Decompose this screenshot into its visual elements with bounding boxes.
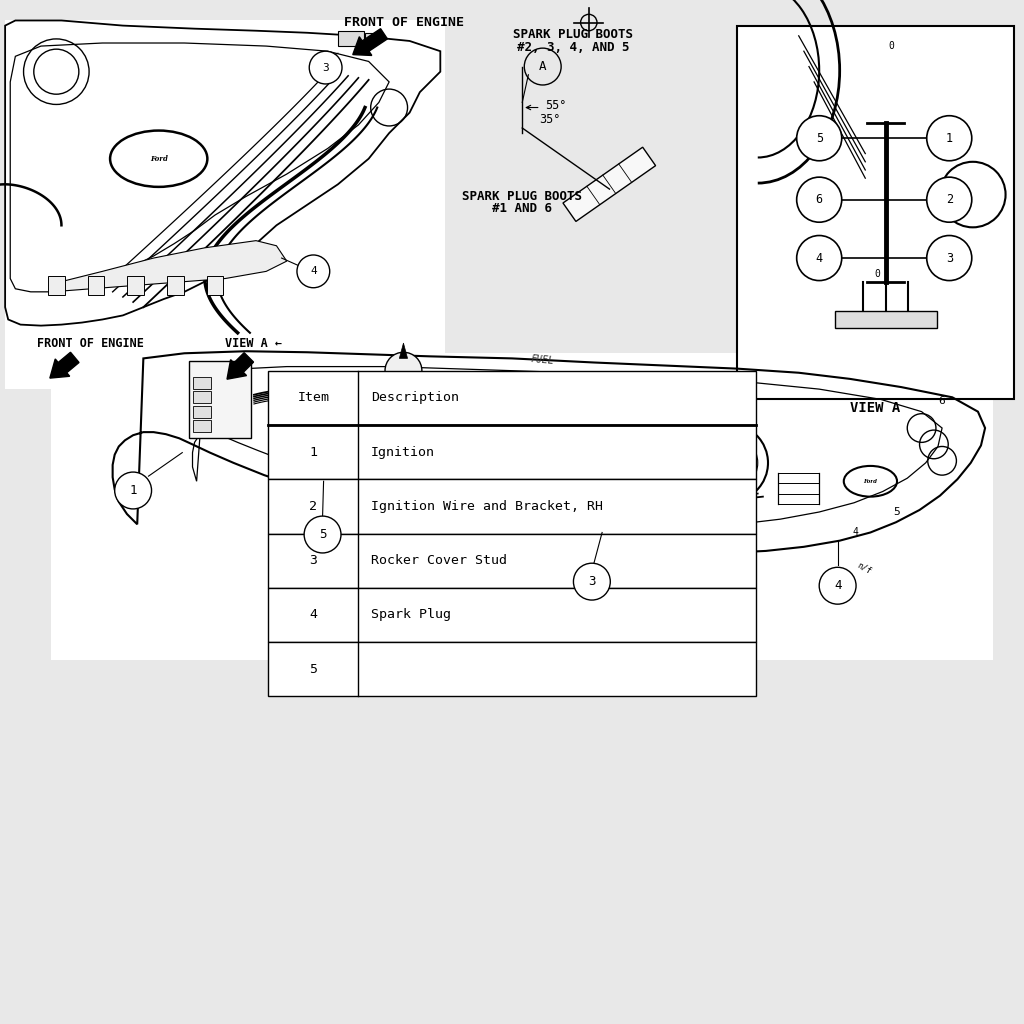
- Text: 5: 5: [894, 507, 900, 517]
- Circle shape: [927, 177, 972, 222]
- Text: 4: 4: [310, 266, 316, 276]
- Bar: [88, 276, 104, 295]
- Text: 4: 4: [309, 608, 317, 622]
- Bar: [365, 33, 373, 44]
- Circle shape: [385, 352, 422, 389]
- Bar: [268, 588, 756, 642]
- Circle shape: [819, 567, 856, 604]
- Polygon shape: [399, 343, 408, 358]
- Text: 4: 4: [834, 580, 842, 592]
- Bar: [51, 353, 993, 660]
- Text: n/f: n/f: [855, 561, 873, 575]
- Bar: [5, 20, 445, 389]
- Bar: [207, 276, 223, 295]
- Text: Item: Item: [297, 391, 330, 404]
- Text: 6: 6: [816, 194, 822, 206]
- Bar: [737, 26, 1014, 399]
- Bar: [193, 391, 211, 403]
- Text: 0: 0: [888, 41, 894, 51]
- Text: 4: 4: [816, 252, 822, 264]
- Bar: [268, 534, 756, 588]
- Text: 35°: 35°: [540, 114, 561, 126]
- Text: Ignition Wire and Bracket, RH: Ignition Wire and Bracket, RH: [371, 500, 603, 513]
- Polygon shape: [563, 147, 655, 221]
- Text: 2: 2: [309, 500, 317, 513]
- Circle shape: [797, 236, 842, 281]
- Text: FRONT OF ENGINE: FRONT OF ENGINE: [37, 337, 143, 349]
- Bar: [193, 420, 211, 432]
- Text: Ignition: Ignition: [371, 445, 435, 459]
- Text: 0: 0: [874, 269, 881, 280]
- Text: 5: 5: [318, 528, 327, 541]
- Circle shape: [797, 177, 842, 222]
- Text: 6: 6: [939, 396, 945, 407]
- Text: A: A: [539, 60, 547, 73]
- Text: #2, 3, 4, AND 5: #2, 3, 4, AND 5: [517, 41, 630, 53]
- Bar: [127, 276, 143, 295]
- Bar: [193, 377, 211, 389]
- Circle shape: [573, 563, 610, 600]
- Circle shape: [309, 51, 342, 84]
- Circle shape: [304, 516, 341, 553]
- Text: 1: 1: [129, 484, 137, 497]
- Polygon shape: [358, 393, 635, 416]
- Text: Ford: Ford: [863, 479, 878, 483]
- Bar: [835, 311, 937, 328]
- Circle shape: [797, 116, 842, 161]
- Polygon shape: [51, 241, 287, 292]
- Text: 4: 4: [852, 527, 858, 538]
- Text: Description: Description: [371, 391, 459, 404]
- Text: 1: 1: [309, 445, 317, 459]
- Text: 3: 3: [946, 252, 952, 264]
- Bar: [338, 31, 364, 46]
- Text: 1: 1: [946, 132, 952, 144]
- Bar: [189, 361, 251, 438]
- Text: 55°: 55°: [545, 99, 566, 112]
- Text: 3: 3: [309, 554, 317, 567]
- Bar: [268, 371, 756, 425]
- FancyArrow shape: [50, 352, 79, 378]
- Bar: [193, 406, 211, 418]
- Text: #1 AND 6: #1 AND 6: [493, 203, 552, 215]
- Text: FUEL: FUEL: [530, 354, 555, 367]
- FancyArrow shape: [353, 29, 387, 55]
- Circle shape: [115, 472, 152, 509]
- Bar: [268, 479, 756, 534]
- Bar: [268, 642, 756, 696]
- Bar: [167, 276, 183, 295]
- Text: 2: 2: [946, 194, 952, 206]
- Text: 3: 3: [588, 575, 596, 588]
- Circle shape: [297, 255, 330, 288]
- Bar: [48, 276, 65, 295]
- Text: SPARK PLUG BOOTS: SPARK PLUG BOOTS: [462, 190, 583, 203]
- Bar: [268, 425, 756, 479]
- Text: SPARK PLUG BOOTS: SPARK PLUG BOOTS: [513, 29, 634, 41]
- Circle shape: [927, 116, 972, 161]
- Text: VIEW A: VIEW A: [850, 401, 901, 416]
- Text: Rocker Cover Stud: Rocker Cover Stud: [371, 554, 507, 567]
- Text: VIEW A ←: VIEW A ←: [225, 337, 283, 349]
- Text: 3: 3: [323, 62, 329, 73]
- Text: FRONT OF ENGINE: FRONT OF ENGINE: [344, 16, 465, 29]
- Text: Spark Plug: Spark Plug: [371, 608, 451, 622]
- Circle shape: [927, 236, 972, 281]
- FancyArrow shape: [227, 352, 254, 379]
- Text: Ford: Ford: [150, 155, 168, 163]
- Text: 5: 5: [816, 132, 822, 144]
- Text: 5: 5: [309, 663, 317, 676]
